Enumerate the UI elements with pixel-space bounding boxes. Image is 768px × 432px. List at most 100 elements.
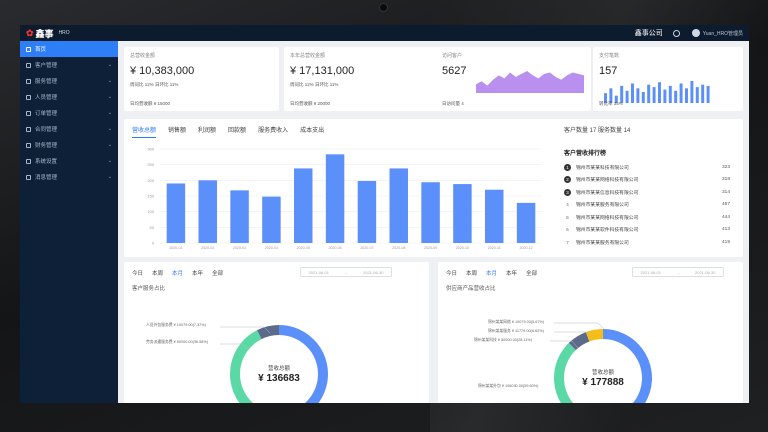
y-tick-label: 300 [147, 147, 154, 152]
bar[interactable] [325, 154, 345, 243]
tab-year[interactable]: 本年 [192, 271, 204, 277]
donut-slice[interactable] [578, 329, 652, 403]
rank-row[interactable]: 7 锦州市某某服务有限公司 419 [564, 236, 730, 249]
stat-card-visitors: 访问客户 5627 日访问量 4 [436, 47, 591, 111]
logo-text[interactable]: 鑫事 [35, 28, 54, 39]
payment-bar-sparkline [604, 81, 710, 103]
bar[interactable] [198, 180, 217, 243]
stat-footer: 转化率 35% [599, 101, 623, 106]
sidebar-item-label: 订单管理 [35, 111, 58, 117]
x-tick-label: 2020-11 [488, 246, 501, 250]
tab-service-fee[interactable]: 服务费收入 [258, 128, 289, 134]
sidebar-item-label: 服务管理 [35, 79, 58, 85]
sparkline-bar [647, 84, 651, 103]
rank-row[interactable]: 2 锦州市某某网络科技有限公司 318 [564, 174, 730, 187]
sidebar-item-orders[interactable]: 订单管理 ⌄ [20, 105, 118, 121]
gear-icon [26, 158, 31, 164]
stat-title: 访问客户 [442, 53, 463, 59]
tab-payback[interactable]: 回款额 [228, 128, 247, 134]
sidebar-item-messages[interactable]: 消息管理 ⌄ [20, 169, 118, 185]
tab-month[interactable]: 本月 [172, 271, 184, 277]
tab-all[interactable]: 全部 [212, 271, 224, 277]
tab-today[interactable]: 今日 [132, 271, 144, 277]
donut-slice[interactable] [585, 329, 604, 342]
rank-number: 5 [566, 214, 569, 220]
legend-supplier-tech: 锦州某某科技 ¥ 50000.00(28.11%) [474, 338, 532, 342]
bar[interactable] [485, 189, 504, 243]
stat-title: 总营收金额 [130, 53, 156, 59]
sidebar-item-finance[interactable]: 财务管理 ⌄ [20, 137, 118, 153]
sidebar-item-home[interactable]: 首页 [20, 41, 118, 57]
tab-month[interactable]: 本月 [486, 271, 498, 277]
donut-center-label: 营收总额 [267, 366, 290, 372]
chevron-down-icon: ⌄ [107, 78, 112, 84]
avatar[interactable] [691, 29, 700, 37]
rank-row[interactable]: 1 锦州市某某科技有限公司 323 [564, 161, 730, 174]
sidebar-item-services[interactable]: 服务管理 ⌄ [20, 73, 118, 89]
stat-title: 本年总营收金额 [290, 53, 326, 59]
tab-week[interactable]: 本周 [466, 271, 478, 277]
range-start: 2021-06-01 [308, 269, 329, 275]
legend-outsourcing: 人员外包服务费 ¥ 10079.00(7.37%) [146, 323, 206, 327]
y-tick-label: 200 [147, 178, 154, 183]
donut-center-value: ¥ 177888 [582, 377, 624, 388]
sparkline-bar [706, 85, 710, 103]
home-icon [26, 46, 31, 52]
sparkline-bar [663, 89, 667, 103]
donut-slice[interactable] [554, 342, 578, 403]
sparkline-bar [668, 85, 672, 103]
bar[interactable] [294, 168, 313, 243]
rank-name: 锦州市某某服务有限公司 [576, 203, 629, 209]
bar[interactable] [453, 184, 472, 243]
rank-row[interactable]: 6 锦州市某某软件科技有限公司 413 [564, 224, 730, 237]
rank-row[interactable]: 5 锦州市某某网络科技有限公司 444 [564, 211, 730, 224]
sidebar-item-contracts[interactable]: 合同管理 ⌄ [20, 121, 118, 137]
rank-row[interactable]: 4 锦州市某某服务有限公司 457 [564, 199, 730, 212]
chevron-down-icon: ⌄ [107, 126, 112, 132]
legend-dispatch: 劳务派遣服务费 ¥ 50000.00(36.58%) [146, 340, 209, 344]
x-tick-label: 2020-10 [456, 246, 469, 250]
bar[interactable] [421, 182, 440, 243]
bar[interactable] [166, 183, 186, 243]
bar[interactable] [516, 202, 536, 243]
x-tick-label: 2020-12 [519, 246, 532, 250]
donut-slice[interactable] [230, 330, 263, 403]
legend-leader-line [554, 322, 605, 330]
date-range-picker[interactable]: 2021-06-01 → 2021-06-30 [300, 267, 392, 277]
donut-slice[interactable] [263, 325, 328, 403]
bar[interactable] [230, 190, 249, 243]
power-icon[interactable] [672, 29, 680, 37]
bar[interactable] [357, 180, 377, 243]
chart-tabs: 营收总额 销售额 利润额 回款额 服务费收入 成本支出 [132, 125, 336, 138]
chevron-down-icon: ⌄ [107, 110, 112, 116]
rank-number: 1 [564, 163, 571, 171]
tab-week[interactable]: 本周 [152, 271, 164, 277]
tab-revenue-total[interactable]: 营收总额 [132, 125, 157, 138]
bar[interactable] [389, 168, 408, 243]
username[interactable]: Yuan_HRO管理员 [702, 30, 743, 37]
tab-sales[interactable]: 销售额 [168, 128, 187, 134]
sparkline-bar [614, 95, 618, 103]
tab-cost[interactable]: 成本支出 [300, 128, 325, 134]
tab-all[interactable]: 全部 [526, 271, 538, 277]
tab-year[interactable]: 本年 [506, 271, 518, 277]
company-name[interactable]: 鑫事公司 [634, 30, 663, 37]
sidebar-item-staff[interactable]: 人员管理 ⌄ [20, 89, 118, 105]
rank-name: 锦州市某某网络科技有限公司 [576, 215, 639, 221]
top-bar: ✿ 鑫事 HRO 鑫事公司 Yuan_HRO管理员 [20, 25, 749, 41]
donut-slice[interactable] [257, 325, 280, 340]
x-tick-label: 2020-02 [201, 246, 214, 250]
sparkline-bar [658, 82, 661, 103]
stat-footer: 日均营收额 ¥ 20000 [290, 101, 331, 106]
tab-profit[interactable]: 利润额 [198, 128, 217, 134]
donut-slice[interactable] [568, 332, 590, 351]
order-icon [26, 110, 31, 116]
date-range-picker[interactable]: 2021-06-01 → 2021-06-30 [632, 267, 724, 277]
tab-today[interactable]: 今日 [446, 271, 458, 277]
sidebar-item-settings[interactable]: 系统设置 ⌄ [20, 153, 118, 169]
rank-score: 413 [721, 227, 730, 233]
rank-row[interactable]: 3 锦州市某某信息科技有限公司 314 [564, 186, 730, 199]
bar[interactable] [262, 196, 281, 243]
sidebar-item-customers[interactable]: 客户管理 ⌄ [20, 57, 118, 73]
rank-name: 锦州市某某信息科技有限公司 [576, 190, 639, 196]
